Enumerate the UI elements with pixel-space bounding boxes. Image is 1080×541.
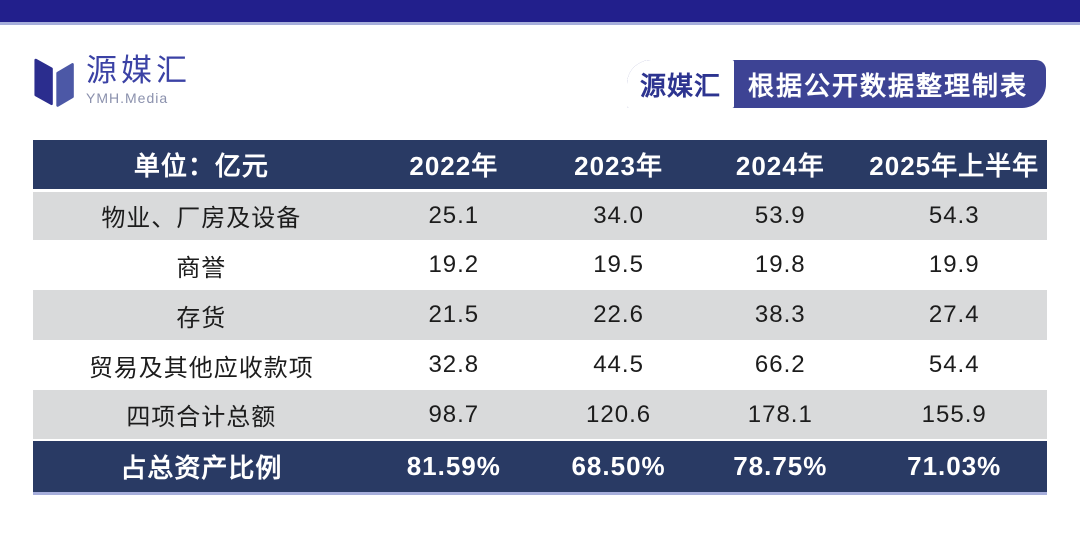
column-header-2023: 2023年 bbox=[537, 140, 700, 190]
cell-value: 66.2 bbox=[754, 351, 806, 378]
brand-name: 源媒汇 bbox=[86, 53, 191, 88]
footer-value: 71.03% bbox=[861, 439, 1047, 495]
cell-value: 19.8 bbox=[754, 251, 806, 278]
cell-value: 25.1 bbox=[369, 188, 538, 240]
cell-value: 27.4 bbox=[861, 290, 1047, 340]
cell-value: 44.5 bbox=[593, 351, 644, 378]
cell-value: 53.9 bbox=[699, 188, 862, 240]
data-table: 单位：亿元 2022年 2023年 2024年 2025年上半年 物业、厂房及设… bbox=[33, 140, 1047, 495]
table-row: 存货 21.5 22.6 38.3 27.4 bbox=[33, 290, 1047, 340]
cell-value: 19.9 bbox=[928, 251, 980, 278]
brand-subtitle: YMH.Media bbox=[86, 89, 169, 106]
cell-value: 19.5 bbox=[593, 251, 644, 278]
table-row: 物业、厂房及设备 25.1 34.0 53.9 54.3 bbox=[33, 188, 1047, 240]
footer-row: 占总资产比例 81.59% 68.50% 78.75% 71.03% bbox=[33, 439, 1047, 495]
top-accent-bar bbox=[0, 0, 1080, 25]
column-header-2024: 2024年 bbox=[699, 140, 862, 190]
cell-value: 178.1 bbox=[699, 390, 862, 440]
footer-label: 占总资产比例 bbox=[33, 439, 370, 495]
brand-logo: 源媒汇 YMH.Media bbox=[34, 53, 191, 107]
cell-value: 98.7 bbox=[369, 390, 538, 440]
cell-value: 34.0 bbox=[537, 188, 700, 240]
cell-value: 54.3 bbox=[861, 188, 1047, 240]
column-header-2022: 2022年 bbox=[369, 140, 538, 190]
cell-value: 19.2 bbox=[428, 251, 480, 278]
column-header-2025h1: 2025年上半年 bbox=[861, 140, 1047, 190]
cell-value: 155.9 bbox=[861, 390, 1047, 440]
brand-logo-icon bbox=[34, 58, 74, 107]
row-label: 商誉 bbox=[176, 254, 227, 282]
row-label: 贸易及其他应收款项 bbox=[88, 354, 314, 382]
page-header: 源媒汇 YMH.Media 源媒汇 根据公开数据整理制表 bbox=[0, 25, 1080, 115]
footer-value: 78.75% bbox=[699, 439, 862, 495]
unit-header: 单位：亿元 bbox=[33, 140, 370, 190]
row-label: 存货 bbox=[33, 290, 370, 340]
table-row: 贸易及其他应收款项 32.8 44.5 66.2 54.4 bbox=[33, 340, 1047, 390]
cell-value: 38.3 bbox=[699, 290, 862, 340]
brand-logo-text: 源媒汇 YMH.Media bbox=[86, 53, 191, 106]
table-row: 商誉 19.2 19.5 19.8 19.9 bbox=[33, 240, 1047, 290]
cell-value: 120.6 bbox=[537, 390, 700, 440]
cell-value: 32.8 bbox=[428, 351, 480, 378]
table-row: 四项合计总额 98.7 120.6 178.1 155.9 bbox=[33, 390, 1047, 440]
cell-value: 21.5 bbox=[369, 290, 538, 340]
source-badge-brand: 源媒汇 bbox=[626, 60, 734, 108]
data-table-container: 单位：亿元 2022年 2023年 2024年 2025年上半年 物业、厂房及设… bbox=[33, 140, 1047, 495]
source-badge-label: 根据公开数据整理制表 bbox=[747, 70, 1028, 101]
row-label: 物业、厂房及设备 bbox=[33, 188, 370, 240]
row-label: 四项合计总额 bbox=[33, 390, 370, 440]
cell-value: 54.4 bbox=[928, 351, 980, 378]
footer-value: 68.50% bbox=[537, 439, 700, 495]
table-header-row: 单位：亿元 2022年 2023年 2024年 2025年上半年 bbox=[33, 140, 1047, 190]
footer-value: 81.59% bbox=[369, 439, 538, 495]
source-badge: 源媒汇 根据公开数据整理制表 bbox=[626, 60, 1046, 108]
cell-value: 22.6 bbox=[537, 290, 700, 340]
